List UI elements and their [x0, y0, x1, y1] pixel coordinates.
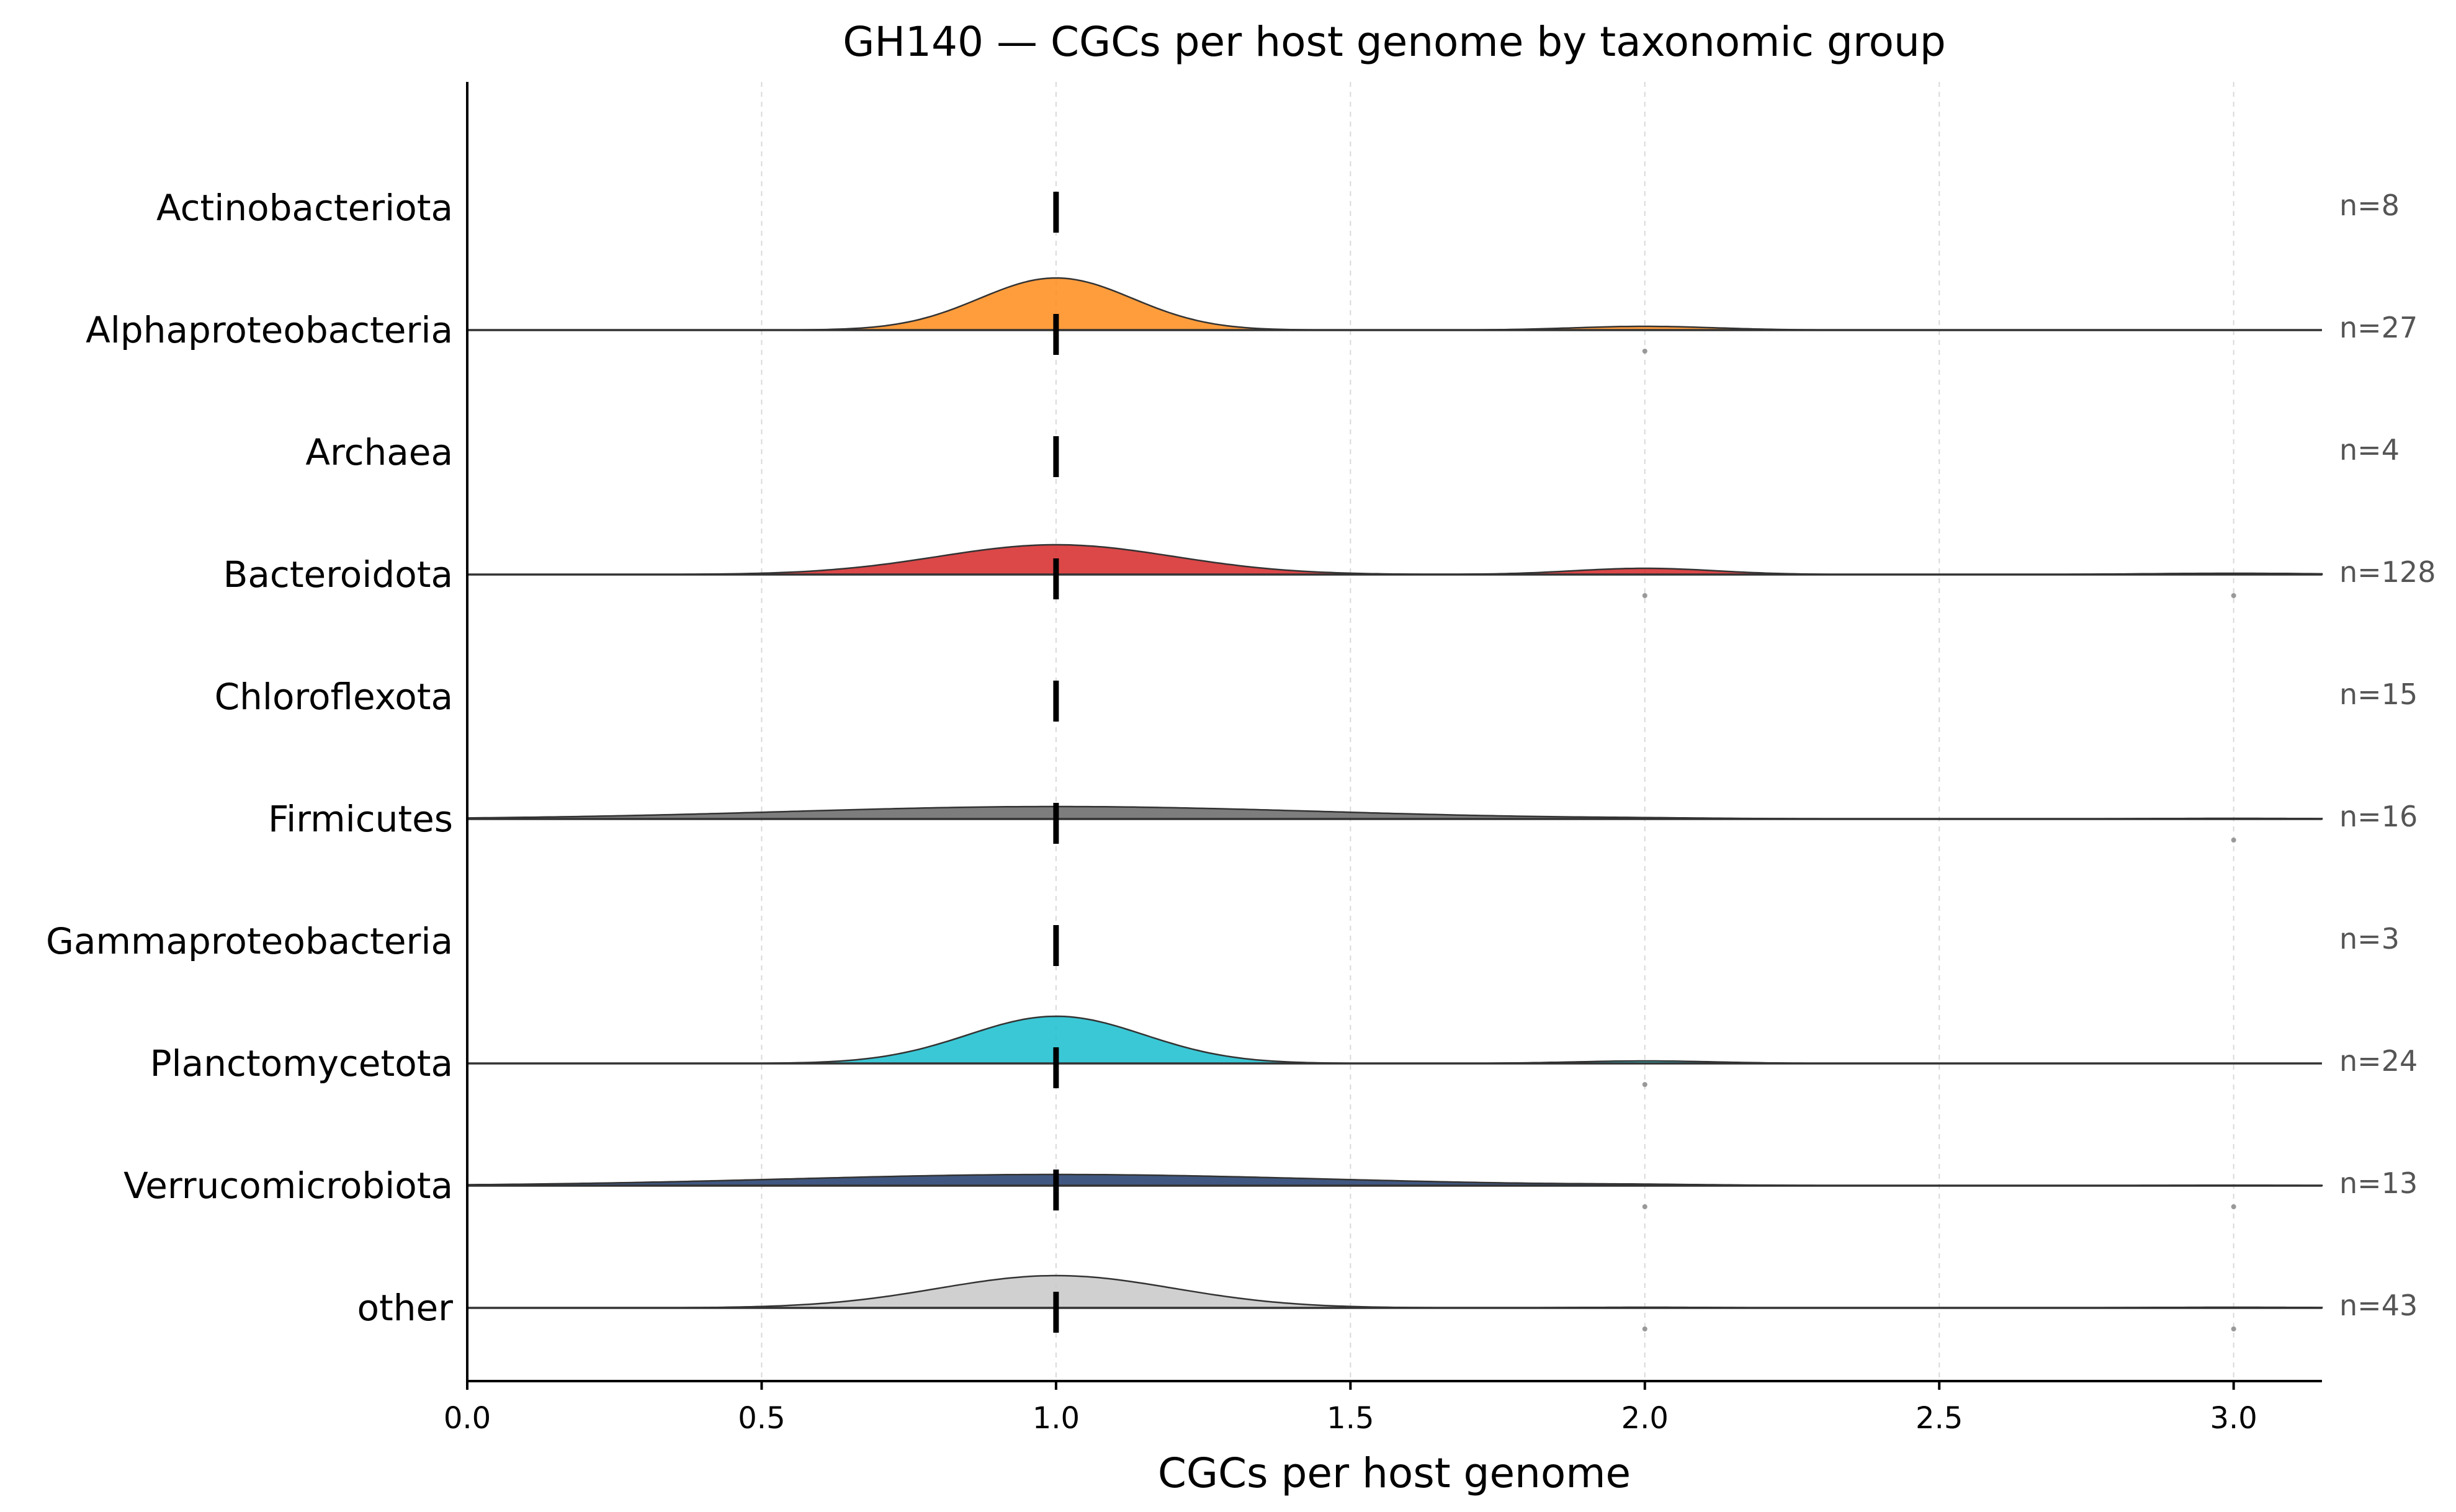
data-point: [1642, 1082, 1647, 1087]
data-point: [2231, 838, 2236, 843]
data-point: [1642, 1204, 1647, 1209]
x-tick-label: 2.0: [1621, 1401, 1669, 1436]
density-ridge: [467, 277, 2322, 331]
category-label: Alphaproteobacteria: [86, 309, 453, 351]
x-tick-label: 1.5: [1327, 1401, 1374, 1436]
data-point: [2231, 1204, 2236, 1209]
n-count-label: n=128: [2339, 555, 2436, 589]
n-count-label: n=16: [2339, 800, 2418, 833]
category-label: Chloroflexota: [215, 676, 453, 718]
n-count-label: n=3: [2339, 922, 2400, 955]
n-count-label: n=4: [2339, 433, 2400, 467]
chart-title: GH140 — CGCs per host genome by taxonomi…: [843, 18, 1946, 66]
data-point: [2231, 1326, 2236, 1331]
category-label: Archaea: [305, 431, 453, 473]
x-axis-label: CGCs per host genome: [1158, 1449, 1631, 1497]
x-tick-label: 3.0: [2210, 1401, 2257, 1436]
category-label: Actinobacteriota: [156, 187, 453, 229]
density-ridge: [466, 1173, 2323, 1187]
category-label: other: [357, 1287, 453, 1329]
data-point: [1642, 593, 1647, 598]
category-label: Firmicutes: [268, 798, 453, 840]
n-count-label: n=8: [2339, 189, 2400, 222]
x-tick-label: 1.0: [1033, 1401, 1080, 1436]
x-tick-label: 2.5: [1916, 1401, 1963, 1436]
category-label: Bacteroidota: [223, 553, 453, 596]
density-ridge: [467, 1015, 2322, 1065]
data-point: [1642, 349, 1647, 354]
n-count-label: n=13: [2339, 1166, 2418, 1200]
n-count-label: n=27: [2339, 311, 2418, 344]
category-label: Gammaproteobacteria: [46, 920, 453, 962]
data-point: [1642, 1326, 1647, 1331]
label-layer: 0.0 0.5 1.0 1.5 2.0 2.5 3.0 Actinobacteriota n=8…: [46, 187, 2436, 1436]
axis-layer: [466, 82, 2322, 1390]
n-count-label: n=43: [2339, 1289, 2418, 1322]
n-count-label: n=24: [2339, 1044, 2418, 1078]
category-label: Verrucomicrobiota: [123, 1165, 453, 1207]
n-count-label: n=15: [2339, 678, 2418, 711]
density-ridge: [467, 1274, 2323, 1309]
x-tick-label: 0.0: [444, 1401, 491, 1436]
grid-layer: [761, 82, 2234, 1381]
density-ridge: [467, 544, 2323, 576]
density-ridge: [466, 805, 2323, 820]
data-point: [2231, 593, 2236, 598]
category-label: Planctomycetota: [150, 1042, 453, 1085]
ridge-layer: [466, 192, 2323, 1333]
x-tick-label: 0.5: [738, 1401, 785, 1436]
